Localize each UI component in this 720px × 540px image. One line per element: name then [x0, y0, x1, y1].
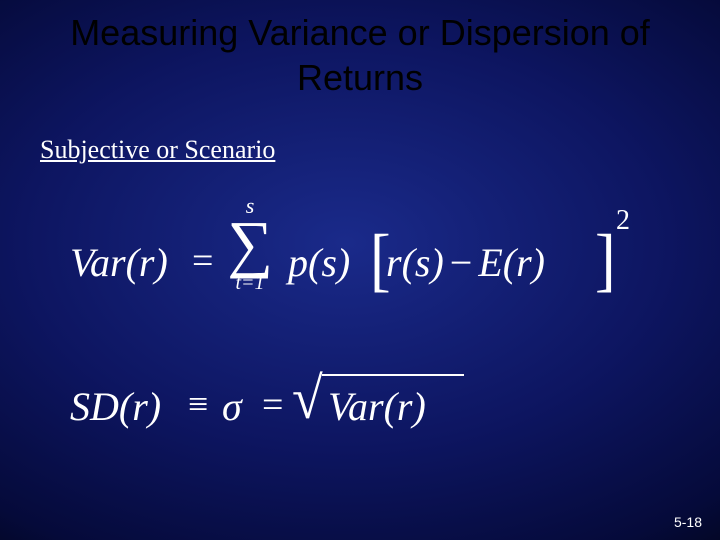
slide: Measuring Variance or Dispersion of Retu…	[0, 0, 720, 540]
summation: s ∑ t=1	[215, 195, 285, 315]
sqrt-overline	[322, 374, 464, 376]
square-root: √ Var(r)	[292, 371, 323, 433]
sd-lhs-text: SD(r)	[70, 384, 161, 429]
probability-factor-text: p(s)	[288, 240, 350, 285]
sd-formula: SD(r) ≡ σ = √ Var(r)	[70, 365, 650, 435]
inner-rs: r(s)	[386, 240, 444, 285]
sigma-icon: ∑	[215, 217, 285, 271]
radicand: Var(r)	[328, 383, 426, 430]
variance-formula: Var(r) = s ∑ t=1 p(s) [ r(s)−E(r) ] 2	[70, 195, 650, 325]
sqrt-icon: √	[292, 370, 323, 429]
probability-factor: p(s)	[288, 239, 350, 286]
equals-sign-2: =	[262, 383, 283, 427]
variance-lhs-text: Var(r)	[70, 240, 168, 285]
slide-subtitle: Subjective or Scenario	[40, 135, 275, 165]
inner-er: E(r)	[478, 240, 545, 285]
radicand-text: Var(r)	[328, 384, 426, 429]
variance-lhs: Var(r)	[70, 239, 168, 286]
sd-lhs: SD(r)	[70, 383, 161, 430]
exponent-two: 2	[616, 205, 630, 237]
equivalent-icon: ≡	[188, 383, 208, 425]
formula-area: Var(r) = s ∑ t=1 p(s) [ r(s)−E(r) ] 2 SD…	[70, 195, 650, 435]
bracket-inner: r(s)−E(r)	[386, 239, 545, 286]
right-bracket-icon: ]	[595, 220, 616, 302]
sigma-greek: σ	[222, 383, 242, 430]
minus-icon: −	[444, 240, 479, 285]
slide-title: Measuring Variance or Dispersion of Retu…	[0, 10, 720, 100]
page-number: 5-18	[674, 514, 702, 530]
equals-sign: =	[192, 239, 213, 283]
sum-lower-limit: t=1	[215, 273, 285, 293]
